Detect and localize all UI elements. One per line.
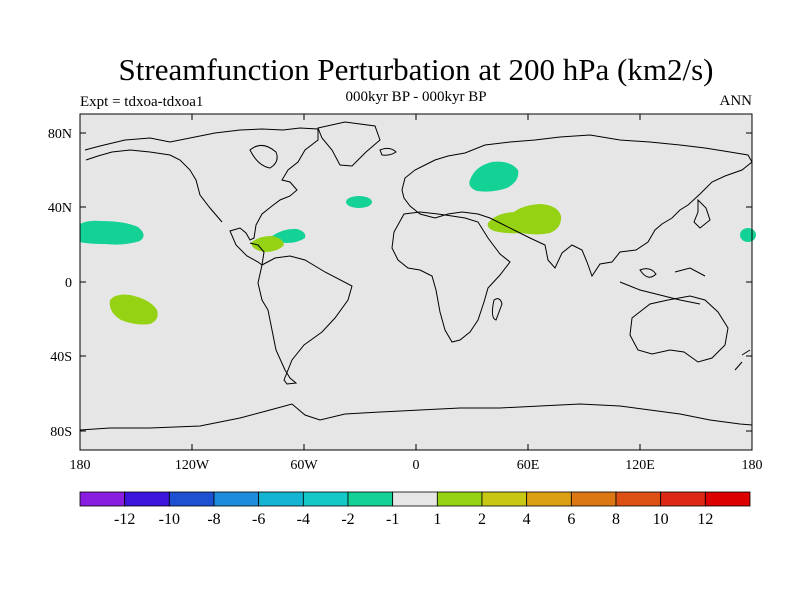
lat-label-0: 0 xyxy=(65,276,72,291)
lat-label-40s: 40S xyxy=(50,350,72,365)
lat-label-80n: 80N xyxy=(48,127,72,142)
latitude-axis: 80N 40N 0 40S 80S xyxy=(48,127,752,440)
coast-africa xyxy=(391,211,511,343)
coast-indonesia xyxy=(619,267,706,305)
colorbar-label-8: 2 xyxy=(478,511,486,528)
colorbar-label-3: -6 xyxy=(252,511,265,528)
colorbar-box-9 xyxy=(481,491,528,507)
colorbar-box-12 xyxy=(615,491,662,507)
coast-north-america xyxy=(84,127,319,266)
coast-new-zealand xyxy=(734,349,751,371)
colorbar-box-3 xyxy=(213,491,260,507)
colorbar-label-9: 4 xyxy=(523,511,531,528)
colorbar-box-5 xyxy=(302,491,349,507)
map-title: Streamfunction Perturbation at 200 hPa (… xyxy=(118,52,714,87)
anomaly-black-sea xyxy=(469,161,519,192)
coast-madagascar xyxy=(491,298,503,321)
map-background xyxy=(80,114,752,450)
coast-greenland xyxy=(317,121,381,167)
lat-label-80s: 80S xyxy=(50,425,72,440)
colorbar-box-13 xyxy=(660,491,706,507)
colorbar-label-5: -2 xyxy=(341,511,354,528)
longitude-axis: 180 120W 60W 0 60E 120E 180 xyxy=(70,114,763,473)
colorbar-box-10 xyxy=(526,491,572,507)
lon-label-180w: 180 xyxy=(70,458,91,473)
colorbar-box-14 xyxy=(704,491,751,507)
colorbar-label-13: 12 xyxy=(697,511,713,528)
colorbar-box-8 xyxy=(436,491,483,507)
lon-label-180e: 180 xyxy=(742,458,763,473)
colorbar-label-11: 8 xyxy=(612,511,620,528)
anomaly-north-atlantic xyxy=(346,196,372,208)
coast-antarctica xyxy=(79,403,753,431)
coast-south-america xyxy=(257,255,353,385)
coast-australia xyxy=(629,295,729,363)
colorbar: -12 -10 -8 -6 -4 -2 -1 1 2 4 6 8 10 12 xyxy=(79,491,751,528)
colorbar-label-7: 1 xyxy=(433,511,441,528)
lat-label-40n: 40N xyxy=(48,201,72,216)
anomaly-north-pacific xyxy=(80,220,144,245)
lon-label-120e: 120E xyxy=(625,458,655,473)
experiment-label: Expt = tdxoa-tdxoa1 xyxy=(80,94,204,110)
anomaly-south-pacific xyxy=(109,294,158,325)
season-label: ANN xyxy=(719,93,753,109)
colorbar-label-10: 6 xyxy=(567,511,575,528)
anomaly-west-pacific xyxy=(740,228,756,242)
colorbar-label-12: 10 xyxy=(653,511,669,528)
colorbar-box-6 xyxy=(347,491,394,507)
map-subtitle: 000kyr BP - 000kyr BP xyxy=(345,89,487,105)
colorbar-box-1 xyxy=(124,491,170,507)
colorbar-box-2 xyxy=(168,491,215,507)
coast-europe-asia xyxy=(401,134,753,278)
colorbar-label-6: -1 xyxy=(386,511,399,528)
coast-japan xyxy=(693,198,711,229)
coast-hudson-bay xyxy=(249,145,278,169)
lon-label-120w: 120W xyxy=(175,458,210,473)
colorbar-box-4 xyxy=(258,491,304,507)
colorbar-box-11 xyxy=(570,491,617,507)
lon-label-60e: 60E xyxy=(517,458,540,473)
anomaly-middle-east xyxy=(487,204,562,235)
lon-label-60w: 60W xyxy=(290,458,318,473)
lon-label-0: 0 xyxy=(413,458,420,473)
colorbar-label-0: -12 xyxy=(114,511,135,528)
colorbar-label-2: -8 xyxy=(207,511,220,528)
coastlines xyxy=(79,121,753,431)
colorbar-label-1: -10 xyxy=(159,511,180,528)
colorbar-box-7 xyxy=(392,491,438,507)
colorbar-box-0 xyxy=(79,491,126,507)
colorbar-label-4: -4 xyxy=(297,511,310,528)
coast-iceland xyxy=(379,147,397,156)
anomaly-caribbean-positive xyxy=(251,236,284,252)
